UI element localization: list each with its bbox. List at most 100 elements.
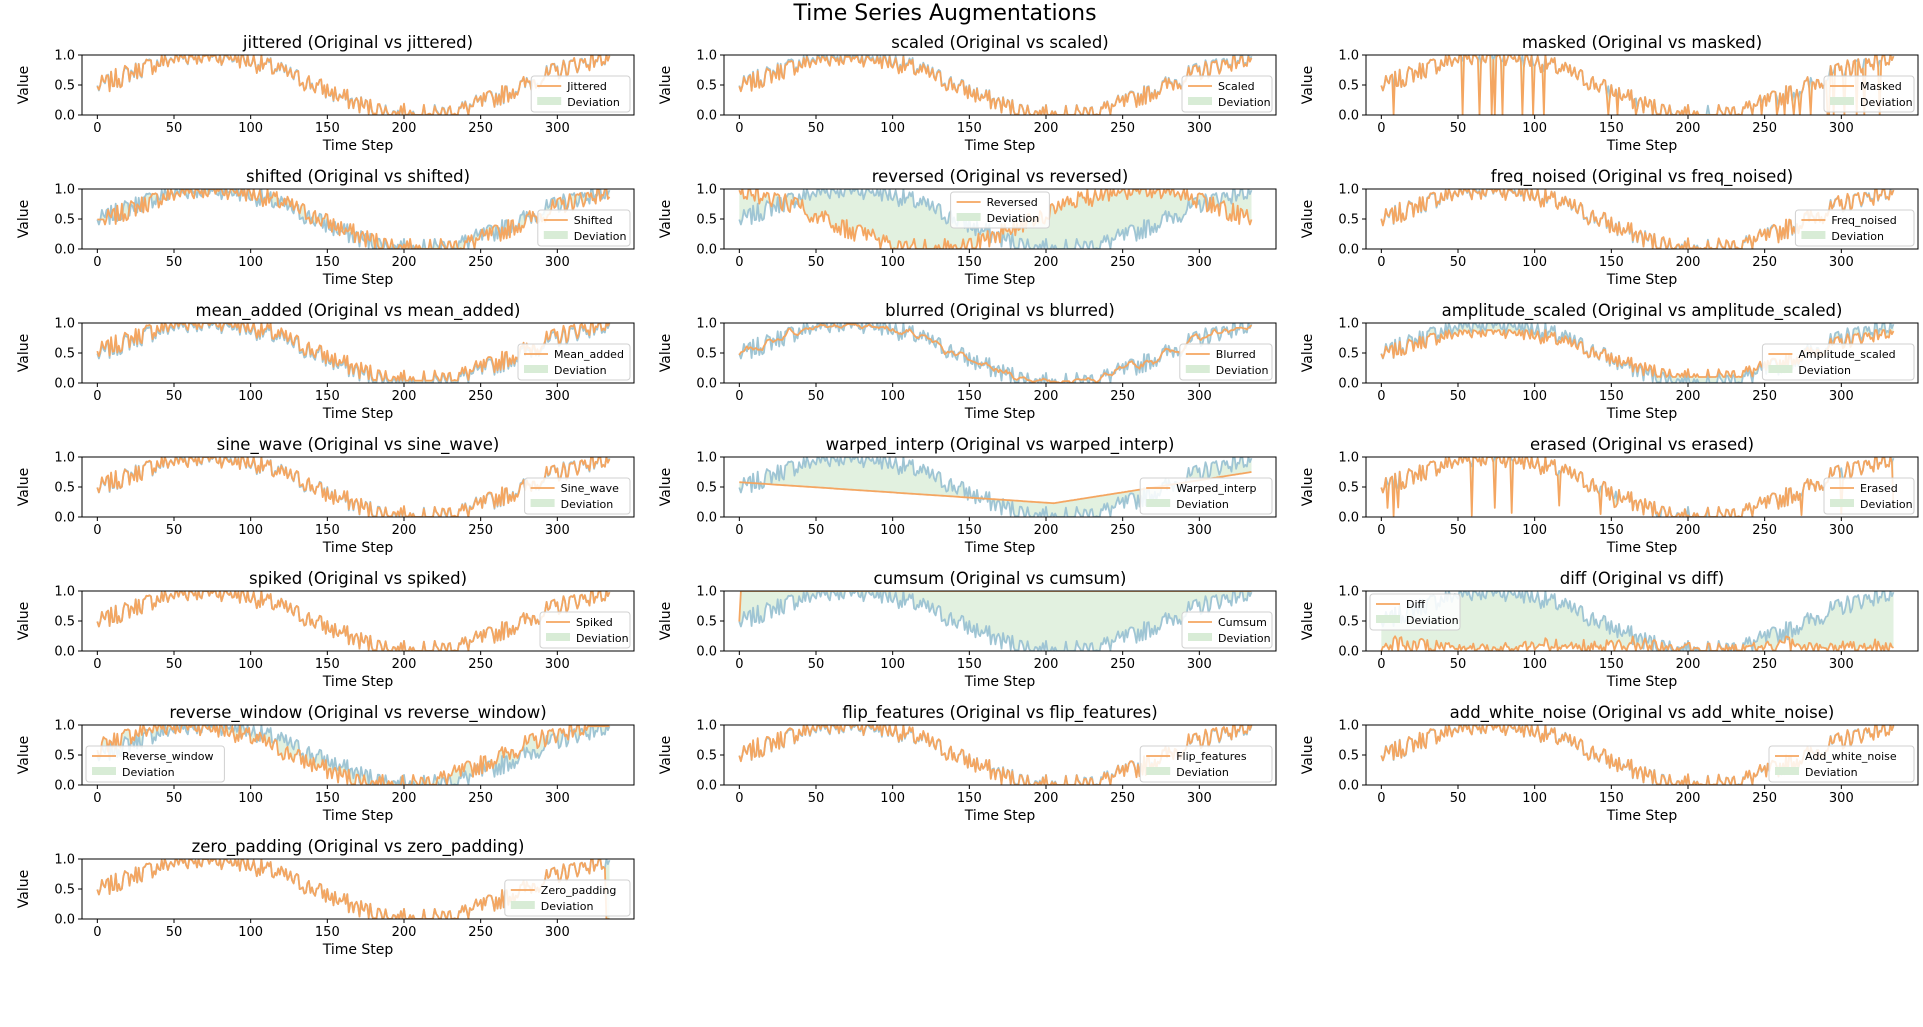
x-tick-label: 300 <box>1829 657 1854 672</box>
x-tick-label: 100 <box>880 389 905 404</box>
y-axis-label: Value <box>658 602 674 640</box>
legend-fill-swatch <box>1146 499 1171 507</box>
y-tick-label: 0.0 <box>696 109 717 124</box>
y-tick-label: 0.0 <box>54 913 75 928</box>
subplot-title: jittered (Original vs jittered) <box>242 33 473 52</box>
y-tick-label: 0.5 <box>696 347 717 362</box>
x-tick-label: 100 <box>880 657 905 672</box>
augmented-series-line <box>97 189 611 249</box>
y-tick-label: 0.0 <box>54 109 75 124</box>
subplot-jittered: jittered (Original vs jittered) 0 50 100 150… <box>16 33 635 154</box>
x-tick-label: 50 <box>808 255 825 270</box>
y-tick-label: 0.0 <box>1338 645 1359 660</box>
y-tick-label: 0.0 <box>696 779 717 794</box>
x-axis-label: Time Step <box>1606 674 1678 690</box>
legend-box <box>1139 745 1273 783</box>
x-tick-label: 250 <box>1752 791 1777 806</box>
subplot-title: diff (Original vs diff) <box>1560 569 1724 588</box>
y-axis-label: Value <box>16 66 32 104</box>
y-tick-label: 1.0 <box>696 585 717 600</box>
legend-label-deviation: Deviation <box>1176 498 1229 511</box>
y-tick-label: 0.5 <box>696 481 717 496</box>
legend-label-augmented: Mean_added <box>554 348 624 361</box>
x-tick-label: 250 <box>1110 121 1135 136</box>
x-tick-label: 100 <box>1522 121 1547 136</box>
y-axis-label: Value <box>16 736 32 774</box>
y-tick-label: 1.0 <box>54 853 75 868</box>
x-tick-label: 300 <box>1187 791 1212 806</box>
x-axis-label: Time Step <box>964 406 1036 422</box>
y-tick-label: 0.5 <box>696 749 717 764</box>
x-tick-label: 0 <box>735 791 743 806</box>
legend-label-deviation: Deviation <box>1406 614 1459 627</box>
subplot-spiked: spiked (Original vs spiked) 0 50 100 150 200 2… <box>16 569 635 690</box>
legend-fill-swatch <box>1185 365 1210 373</box>
x-tick-label: 250 <box>1752 121 1777 136</box>
legend-label-deviation: Deviation <box>1218 632 1271 645</box>
x-tick-label: 0 <box>93 791 101 806</box>
x-tick-label: 250 <box>468 389 493 404</box>
legend-label-deviation: Deviation <box>1798 364 1851 377</box>
y-tick-label: 1.0 <box>54 719 75 734</box>
legend: Shifted Deviation <box>537 209 631 247</box>
legend-label-augmented: Cumsum <box>1218 616 1267 629</box>
x-tick-label: 0 <box>93 121 101 136</box>
legend: Reversed Deviation <box>950 191 1050 229</box>
subplot-warped_interp: warped_interp (Original vs warped_interp… <box>658 435 1277 556</box>
x-tick-label: 250 <box>1110 791 1135 806</box>
x-axis-label: Time Step <box>964 138 1036 154</box>
y-tick-label: 0.5 <box>1338 213 1359 228</box>
x-tick-label: 50 <box>1450 657 1467 672</box>
x-tick-label: 150 <box>315 925 340 940</box>
x-tick-label: 250 <box>468 925 493 940</box>
y-tick-label: 0.5 <box>54 749 75 764</box>
y-tick-label: 1.0 <box>1338 49 1359 64</box>
subplot-title: reversed (Original vs reversed) <box>872 167 1129 186</box>
x-tick-label: 300 <box>1187 121 1212 136</box>
legend-label-deviation: Deviation <box>554 364 607 377</box>
x-tick-label: 250 <box>468 791 493 806</box>
x-tick-label: 150 <box>957 657 982 672</box>
subplot-scaled: scaled (Original vs scaled) 0 50 100 150 200 2… <box>658 33 1277 154</box>
y-axis-label: Value <box>16 200 32 238</box>
legend-box <box>1768 745 1915 783</box>
x-tick-label: 0 <box>735 255 743 270</box>
legend-fill-swatch <box>1376 615 1400 623</box>
subplot-diff: diff (Original vs diff) 0 50 100 150 200 250 30… <box>1300 569 1919 690</box>
x-tick-label: 100 <box>880 121 905 136</box>
y-tick-label: 1.0 <box>696 719 717 734</box>
legend: Reverse_window Deviation <box>85 745 225 783</box>
legend-label-deviation: Deviation <box>987 212 1040 225</box>
y-tick-label: 0.0 <box>696 645 717 660</box>
legend-fill-swatch <box>1830 499 1854 507</box>
x-tick-label: 200 <box>392 657 417 672</box>
y-tick-label: 0.0 <box>1338 377 1359 392</box>
y-tick-label: 0.5 <box>1338 79 1359 94</box>
y-tick-label: 1.0 <box>54 183 75 198</box>
legend-label-deviation: Deviation <box>1216 364 1269 377</box>
x-tick-label: 250 <box>468 255 493 270</box>
x-tick-label: 150 <box>957 523 982 538</box>
subplot-title: sine_wave (Original vs sine_wave) <box>217 435 500 455</box>
legend: Diff Deviation <box>1369 593 1461 631</box>
x-axis-label: Time Step <box>1606 808 1678 824</box>
x-tick-label: 200 <box>392 523 417 538</box>
legend-label-augmented: Shifted <box>574 214 613 227</box>
x-tick-label: 0 <box>1377 523 1385 538</box>
x-tick-label: 0 <box>735 657 743 672</box>
x-axis-label: Time Step <box>964 272 1036 288</box>
y-tick-label: 0.5 <box>54 883 75 898</box>
y-axis-label: Value <box>1300 334 1316 372</box>
y-tick-label: 0.0 <box>54 779 75 794</box>
x-tick-label: 300 <box>1187 255 1212 270</box>
subplot-title: add_white_noise (Original vs add_white_n… <box>1450 703 1835 723</box>
y-tick-label: 1.0 <box>1338 585 1359 600</box>
x-axis-label: Time Step <box>322 406 394 422</box>
y-axis-label: Value <box>1300 602 1316 640</box>
deviation-area <box>1381 591 1894 651</box>
y-axis-label: Value <box>1300 66 1316 104</box>
legend-fill-swatch <box>510 901 535 909</box>
x-tick-label: 50 <box>166 657 183 672</box>
x-tick-label: 250 <box>1110 657 1135 672</box>
x-tick-label: 0 <box>1377 255 1385 270</box>
